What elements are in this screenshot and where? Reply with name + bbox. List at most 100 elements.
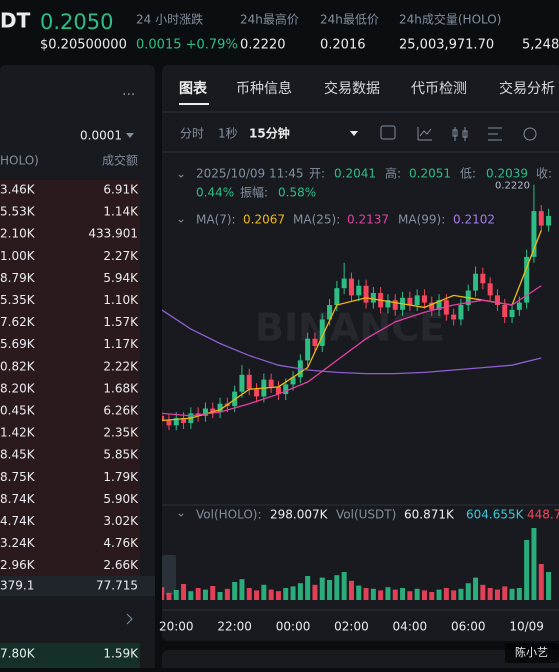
volume-bar bbox=[254, 590, 260, 600]
candle-body bbox=[290, 377, 296, 385]
volume-bar bbox=[378, 590, 384, 600]
ma-label: MA(25): bbox=[293, 213, 340, 227]
info-label: 高: bbox=[385, 166, 401, 181]
interval[interactable]: 分时 bbox=[180, 127, 204, 141]
candle-body bbox=[275, 386, 281, 395]
candle-body bbox=[363, 285, 369, 303]
volume-bar bbox=[516, 588, 522, 600]
volume-bar bbox=[458, 588, 464, 600]
volume-bar bbox=[312, 584, 318, 600]
ask-amount: 2.10K bbox=[0, 227, 36, 241]
tab[interactable]: 交易数据 bbox=[324, 80, 380, 97]
interval[interactable]: 1秒 bbox=[218, 127, 238, 141]
volume-bar bbox=[414, 588, 420, 600]
interval[interactable]: 15分钟 bbox=[249, 126, 290, 141]
info-value: 0.2051 bbox=[409, 167, 451, 181]
stat-value: 0.2016 bbox=[320, 38, 366, 53]
vol-value: 448.7 bbox=[527, 508, 559, 522]
volume-bar bbox=[173, 590, 179, 600]
icon[interactable] bbox=[417, 127, 432, 141]
ask-depth bbox=[0, 180, 140, 576]
collapse[interactable]: ⌄ bbox=[176, 506, 186, 520]
tab[interactable]: 币种信息 bbox=[236, 80, 292, 97]
info-label: 低: bbox=[460, 167, 476, 181]
volume-bar bbox=[546, 572, 552, 600]
volume-bar bbox=[531, 528, 537, 600]
current-row bbox=[0, 576, 155, 596]
icon[interactable] bbox=[523, 127, 537, 141]
dropdown-icon bbox=[126, 133, 134, 138]
candle-body bbox=[385, 300, 391, 308]
stat-label: 24h成交量(HOLO) bbox=[399, 12, 501, 27]
tab[interactable]: 交易分析 bbox=[499, 80, 555, 97]
ask-amount: 8.74K bbox=[0, 492, 36, 506]
ma-label: MA(7): bbox=[196, 213, 236, 227]
candle-body bbox=[524, 256, 530, 303]
candle-body bbox=[451, 314, 457, 320]
info-label: 开: bbox=[309, 167, 325, 181]
volume-bar bbox=[224, 588, 230, 600]
volume-bar bbox=[166, 592, 172, 600]
tab[interactable]: 图表 bbox=[179, 80, 208, 97]
volume-bar bbox=[319, 577, 325, 600]
volume-bar bbox=[429, 592, 435, 600]
ask-total: 4.76K bbox=[103, 536, 139, 550]
candle-body bbox=[531, 211, 537, 257]
collapse[interactable]: ⌄ bbox=[176, 212, 186, 226]
volume-bar bbox=[217, 592, 223, 600]
ob-header: HOLO) bbox=[0, 154, 39, 168]
last-price: 0.2050 bbox=[40, 10, 113, 34]
volume-bar bbox=[421, 590, 427, 600]
arrow-icon[interactable] bbox=[126, 613, 133, 625]
volume-bar bbox=[494, 589, 500, 600]
plot: 0.2220 bbox=[162, 181, 552, 600]
menu[interactable]: ... bbox=[122, 83, 135, 99]
candle-body bbox=[538, 211, 544, 226]
candle-body bbox=[421, 295, 427, 303]
candle-body bbox=[239, 374, 245, 392]
stat-value: 5,248, bbox=[522, 38, 559, 53]
x-tick-label: 06:00 bbox=[451, 620, 486, 634]
candle-body bbox=[494, 295, 500, 305]
collapse[interactable]: ⌄ bbox=[176, 167, 186, 181]
scroll-handle[interactable] bbox=[162, 555, 176, 595]
icon[interactable] bbox=[488, 127, 502, 141]
ask-amount: 8.20K bbox=[0, 381, 36, 395]
symbol: DT bbox=[0, 9, 31, 33]
candle-body bbox=[502, 305, 508, 318]
precision[interactable]: 0.0001 bbox=[80, 129, 122, 143]
volume-bar bbox=[385, 587, 391, 600]
tab[interactable]: 代币检测 bbox=[411, 81, 467, 97]
candle-body bbox=[341, 278, 347, 289]
volume-bar bbox=[392, 589, 398, 600]
ask-amount: 0.45K bbox=[0, 404, 36, 418]
x-tick-label: 10/09 bbox=[509, 620, 544, 634]
bid-depth bbox=[0, 643, 140, 668]
watermark: BINANCE bbox=[255, 306, 445, 350]
stat-label: 24 小时涨跌 bbox=[136, 12, 203, 27]
volume-bar bbox=[305, 576, 311, 600]
volume-bar bbox=[239, 579, 245, 600]
vol-value: 298.007K bbox=[270, 508, 329, 522]
volume-bar bbox=[275, 591, 281, 600]
candle-body bbox=[487, 283, 493, 296]
candle-body bbox=[210, 408, 216, 413]
candle-body bbox=[202, 408, 208, 416]
ask-amount: 3.24K bbox=[0, 536, 36, 550]
volume-bar bbox=[341, 572, 347, 600]
info-value: 0.2039 bbox=[486, 167, 528, 181]
x-tick-label: 22:00 bbox=[217, 620, 252, 634]
candle-body bbox=[327, 305, 333, 320]
x-tick-label: 00:00 bbox=[276, 620, 311, 634]
candle-body bbox=[429, 302, 435, 310]
candle-body bbox=[546, 215, 552, 226]
candle-body bbox=[254, 389, 260, 397]
volume-bar bbox=[188, 591, 194, 600]
ask-amount: 5.35K bbox=[0, 293, 36, 307]
ask-amount: 3.46K bbox=[0, 183, 36, 197]
ask-total: 2.35K bbox=[103, 426, 139, 440]
icon[interactable] bbox=[452, 127, 468, 141]
volume-bar bbox=[400, 588, 406, 600]
icon[interactable] bbox=[380, 125, 396, 140]
volume-bar bbox=[181, 584, 187, 600]
